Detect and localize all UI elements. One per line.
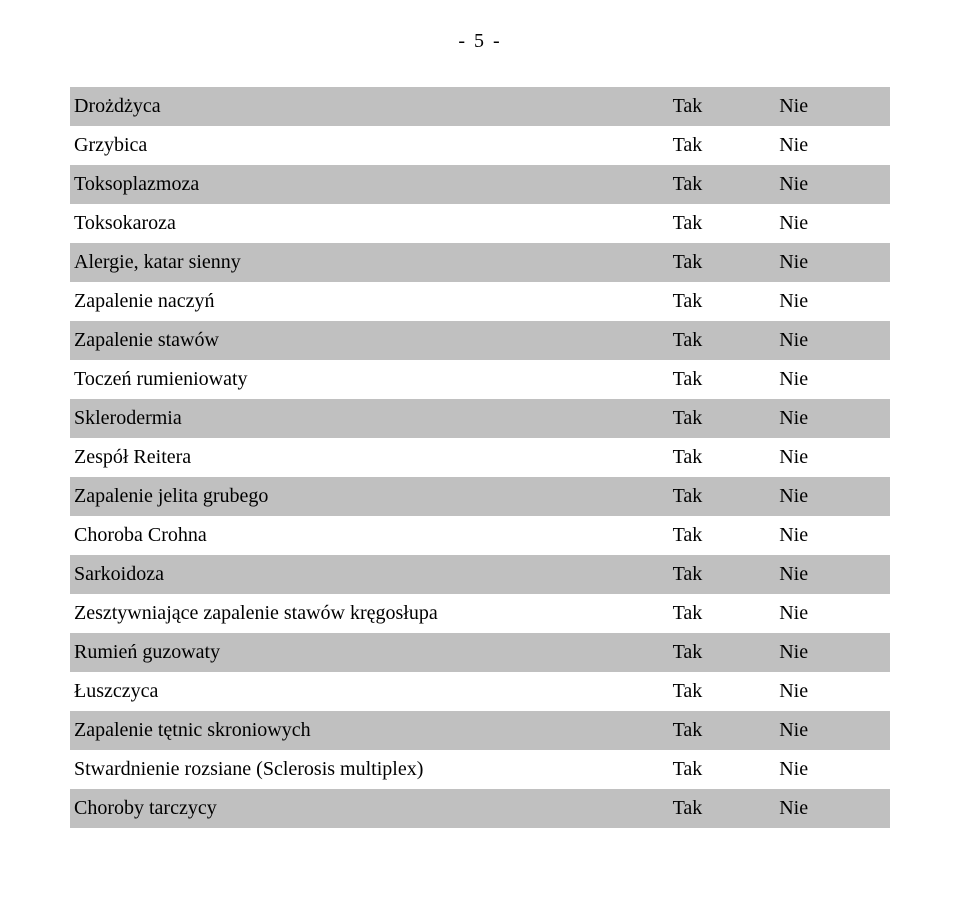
condition-label: Zapalenie naczyń bbox=[70, 282, 669, 321]
condition-label: Zespół Reitera bbox=[70, 438, 669, 477]
conditions-table: DrożdżycaTakNieGrzybicaTakNieToksoplazmo… bbox=[70, 87, 890, 828]
no-cell: Nie bbox=[775, 711, 890, 750]
no-cell: Nie bbox=[775, 360, 890, 399]
yes-cell: Tak bbox=[669, 594, 776, 633]
table-row: ToksokarozaTakNie bbox=[70, 204, 890, 243]
conditions-table-body: DrożdżycaTakNieGrzybicaTakNieToksoplazmo… bbox=[70, 87, 890, 828]
table-row: Choroba CrohnaTakNie bbox=[70, 516, 890, 555]
yes-cell: Tak bbox=[669, 711, 776, 750]
condition-label: Zapalenie jelita grubego bbox=[70, 477, 669, 516]
no-cell: Nie bbox=[775, 516, 890, 555]
document-page: - 5 - DrożdżycaTakNieGrzybicaTakNieTokso… bbox=[0, 0, 960, 868]
no-cell: Nie bbox=[775, 672, 890, 711]
yes-cell: Tak bbox=[669, 282, 776, 321]
table-row: DrożdżycaTakNie bbox=[70, 87, 890, 126]
condition-label: Grzybica bbox=[70, 126, 669, 165]
condition-label: Choroba Crohna bbox=[70, 516, 669, 555]
yes-cell: Tak bbox=[669, 399, 776, 438]
yes-cell: Tak bbox=[669, 555, 776, 594]
table-row: Alergie, katar siennyTakNie bbox=[70, 243, 890, 282]
table-row: SklerodermiaTakNie bbox=[70, 399, 890, 438]
no-cell: Nie bbox=[775, 126, 890, 165]
condition-label: Łuszczyca bbox=[70, 672, 669, 711]
table-row: Zesztywniające zapalenie stawów kręgosłu… bbox=[70, 594, 890, 633]
condition-label: Sklerodermia bbox=[70, 399, 669, 438]
condition-label: Toczeń rumieniowaty bbox=[70, 360, 669, 399]
table-row: Stwardnienie rozsiane (Sclerosis multipl… bbox=[70, 750, 890, 789]
yes-cell: Tak bbox=[669, 360, 776, 399]
no-cell: Nie bbox=[775, 204, 890, 243]
condition-label: Toksokaroza bbox=[70, 204, 669, 243]
table-row: Zapalenie naczyńTakNie bbox=[70, 282, 890, 321]
table-row: Zapalenie tętnic skroniowychTakNie bbox=[70, 711, 890, 750]
yes-cell: Tak bbox=[669, 321, 776, 360]
table-row: GrzybicaTakNie bbox=[70, 126, 890, 165]
yes-cell: Tak bbox=[669, 165, 776, 204]
yes-cell: Tak bbox=[669, 126, 776, 165]
page-number: - 5 - bbox=[70, 30, 890, 53]
yes-cell: Tak bbox=[669, 750, 776, 789]
yes-cell: Tak bbox=[669, 789, 776, 828]
condition-label: Toksoplazmoza bbox=[70, 165, 669, 204]
table-row: Zespół ReiteraTakNie bbox=[70, 438, 890, 477]
yes-cell: Tak bbox=[669, 477, 776, 516]
condition-label: Zapalenie tętnic skroniowych bbox=[70, 711, 669, 750]
condition-label: Zapalenie stawów bbox=[70, 321, 669, 360]
condition-label: Rumień guzowaty bbox=[70, 633, 669, 672]
table-row: Zapalenie stawówTakNie bbox=[70, 321, 890, 360]
condition-label: Choroby tarczycy bbox=[70, 789, 669, 828]
table-row: ToksoplazmozaTakNie bbox=[70, 165, 890, 204]
table-row: Choroby tarczycyTakNie bbox=[70, 789, 890, 828]
no-cell: Nie bbox=[775, 87, 890, 126]
table-row: Toczeń rumieniowatyTakNie bbox=[70, 360, 890, 399]
condition-label: Stwardnienie rozsiane (Sclerosis multipl… bbox=[70, 750, 669, 789]
no-cell: Nie bbox=[775, 321, 890, 360]
table-row: ŁuszczycaTakNie bbox=[70, 672, 890, 711]
condition-label: Drożdżyca bbox=[70, 87, 669, 126]
yes-cell: Tak bbox=[669, 672, 776, 711]
no-cell: Nie bbox=[775, 789, 890, 828]
no-cell: Nie bbox=[775, 399, 890, 438]
no-cell: Nie bbox=[775, 594, 890, 633]
no-cell: Nie bbox=[775, 750, 890, 789]
yes-cell: Tak bbox=[669, 243, 776, 282]
yes-cell: Tak bbox=[669, 204, 776, 243]
yes-cell: Tak bbox=[669, 633, 776, 672]
no-cell: Nie bbox=[775, 477, 890, 516]
no-cell: Nie bbox=[775, 243, 890, 282]
yes-cell: Tak bbox=[669, 87, 776, 126]
table-row: Rumień guzowatyTakNie bbox=[70, 633, 890, 672]
no-cell: Nie bbox=[775, 438, 890, 477]
yes-cell: Tak bbox=[669, 438, 776, 477]
condition-label: Alergie, katar sienny bbox=[70, 243, 669, 282]
no-cell: Nie bbox=[775, 555, 890, 594]
condition-label: Sarkoidoza bbox=[70, 555, 669, 594]
no-cell: Nie bbox=[775, 633, 890, 672]
no-cell: Nie bbox=[775, 282, 890, 321]
table-row: Zapalenie jelita grubegoTakNie bbox=[70, 477, 890, 516]
condition-label: Zesztywniające zapalenie stawów kręgosłu… bbox=[70, 594, 669, 633]
no-cell: Nie bbox=[775, 165, 890, 204]
yes-cell: Tak bbox=[669, 516, 776, 555]
table-row: SarkoidozaTakNie bbox=[70, 555, 890, 594]
